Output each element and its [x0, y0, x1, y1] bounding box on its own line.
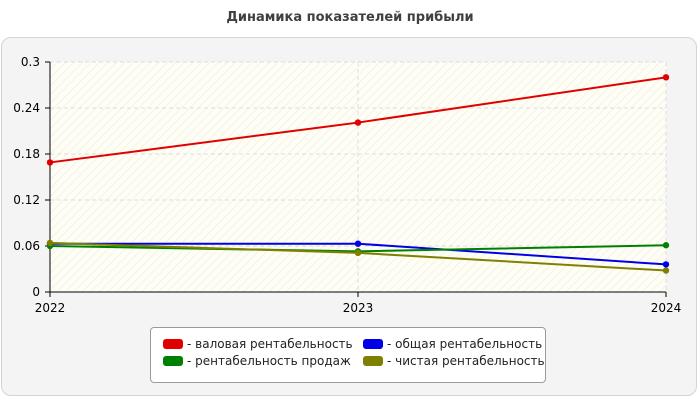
legend-label-sales-margin: - рентабельность продаж	[187, 354, 351, 368]
data-point-0-2	[662, 74, 670, 81]
y-tick-label: 0.12	[13, 193, 40, 207]
legend-item-gross-margin: - валовая рентабельность	[163, 337, 353, 351]
data-point-2-2	[662, 242, 670, 249]
x-tick-label: 2022	[35, 301, 66, 315]
legend: - валовая рентабельность - общая рентабе…	[150, 327, 546, 383]
legend-swatch-sales-margin	[163, 356, 183, 366]
legend-item-net-margin: - чистая рентабельность	[363, 354, 545, 368]
data-point-3-0	[46, 239, 54, 247]
legend-label-overall-margin: - общая рентабельность	[387, 337, 543, 351]
data-point-0-1	[354, 119, 362, 126]
chart-title: Динамика показателей прибыли	[226, 10, 474, 25]
legend-item-sales-margin: - рентабельность продаж	[163, 354, 351, 368]
data-point-1-1	[354, 240, 362, 247]
legend-swatch-overall-margin	[363, 339, 383, 349]
x-tick-label: 2024	[651, 301, 682, 315]
data-point-3-2	[662, 267, 670, 274]
y-tick-label: 0	[32, 285, 40, 299]
data-point-3-1	[354, 249, 362, 257]
legend-swatch-gross-margin	[163, 339, 183, 349]
legend-swatch-net-margin	[363, 356, 383, 366]
data-point-0-0	[46, 159, 54, 166]
y-tick-label: 0.06	[13, 239, 40, 253]
x-tick-label: 2023	[343, 301, 374, 315]
data-point-1-2	[662, 261, 670, 268]
y-tick-label: 0.24	[13, 101, 40, 115]
legend-label-gross-margin: - валовая рентабельность	[187, 337, 353, 351]
y-tick-label: 0.3	[21, 55, 40, 69]
legend-label-net-margin: - чистая рентабельность	[387, 354, 545, 368]
y-tick-label: 0.18	[13, 147, 40, 161]
legend-item-overall-margin: - общая рентабельность	[363, 337, 542, 351]
